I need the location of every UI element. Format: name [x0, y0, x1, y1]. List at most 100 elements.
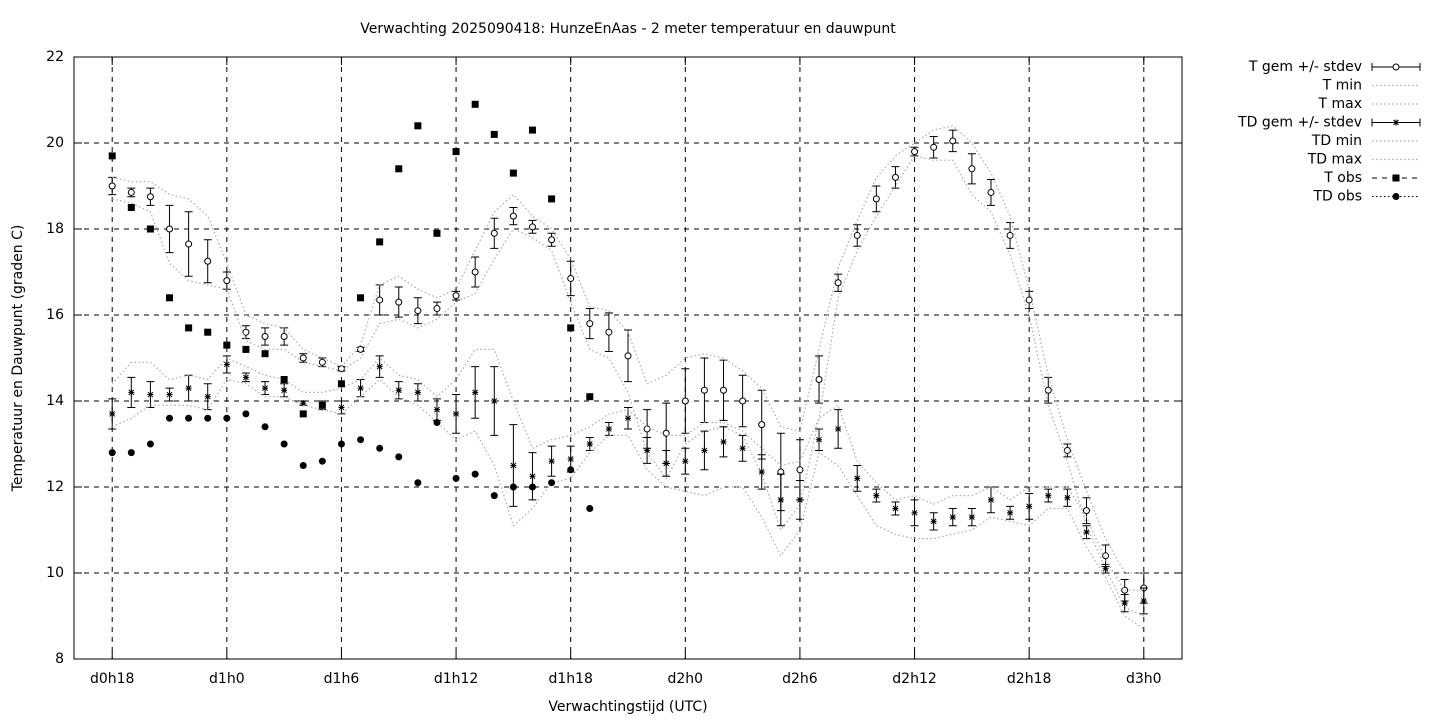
marker — [261, 333, 269, 340]
marker — [299, 354, 307, 362]
marker — [987, 188, 995, 196]
marker — [1083, 529, 1090, 536]
marker — [968, 165, 976, 173]
marker — [891, 173, 899, 181]
range-line — [111, 348, 1144, 591]
marker — [376, 363, 383, 370]
marker — [262, 385, 269, 392]
marker — [185, 324, 193, 332]
marker — [625, 415, 631, 422]
legend-label: TD gem +/- stdev — [1237, 115, 1362, 131]
marker — [318, 401, 326, 409]
x-axis-label: Verwachtingstijd (UTC) — [548, 699, 707, 715]
x-tick-label: d2h6 — [782, 671, 818, 687]
marker — [1044, 386, 1052, 394]
marker — [853, 231, 861, 239]
marker — [318, 457, 326, 465]
marker — [1064, 494, 1071, 501]
marker — [414, 307, 422, 315]
marker — [605, 328, 613, 336]
legend-label: TD obs — [1312, 189, 1362, 205]
y-tick-label: 10 — [46, 565, 64, 581]
marker — [682, 458, 689, 465]
marker — [281, 387, 288, 394]
legend-label: T max — [1317, 96, 1362, 112]
marker — [223, 277, 231, 285]
marker — [796, 496, 803, 503]
marker — [1121, 586, 1129, 594]
marker — [643, 425, 651, 433]
plot-border — [73, 56, 1183, 660]
marker — [338, 404, 345, 411]
marker — [816, 436, 823, 443]
marker — [108, 152, 116, 160]
legend-marker — [1392, 193, 1400, 200]
x-tick-label: d1h6 — [324, 671, 360, 687]
marker — [949, 514, 956, 521]
marker — [376, 296, 384, 304]
marker — [204, 257, 212, 265]
marker — [720, 386, 728, 394]
y-tick-label: 14 — [46, 393, 64, 409]
legend-label: T min — [1322, 78, 1362, 94]
marker — [529, 473, 536, 480]
marker — [146, 225, 154, 233]
marker — [433, 419, 441, 426]
marker — [567, 456, 574, 463]
marker — [280, 333, 288, 340]
marker — [357, 436, 365, 444]
marker — [567, 466, 575, 474]
marker — [700, 386, 708, 394]
marker — [739, 397, 747, 405]
marker — [318, 358, 326, 366]
marker — [395, 165, 403, 173]
marker — [509, 212, 517, 220]
marker — [509, 483, 517, 491]
marker — [357, 385, 364, 392]
marker — [911, 509, 918, 516]
y-tick-label: 16 — [46, 307, 64, 323]
marker — [968, 514, 975, 521]
marker — [548, 195, 556, 203]
x-tick-label: d2h12 — [892, 671, 936, 687]
marker — [872, 195, 880, 203]
marker — [1102, 552, 1110, 560]
marker — [605, 425, 612, 432]
marker — [701, 447, 708, 454]
marker — [987, 496, 994, 503]
marker — [892, 505, 899, 512]
marker — [337, 380, 345, 388]
marker — [758, 468, 765, 475]
marker — [490, 229, 498, 237]
marker — [548, 479, 556, 487]
x-tick-label: d1h12 — [434, 671, 478, 687]
marker — [1006, 231, 1014, 239]
marker — [127, 204, 135, 211]
marker — [586, 505, 594, 512]
marker — [548, 236, 556, 244]
marker — [223, 341, 231, 349]
marker — [624, 352, 632, 360]
marker — [433, 229, 441, 237]
marker — [166, 294, 174, 302]
marker — [452, 292, 460, 300]
marker — [1102, 565, 1109, 572]
marker — [452, 148, 460, 156]
legend-label: TD min — [1311, 133, 1362, 149]
y-tick-label: 8 — [55, 651, 64, 667]
marker — [242, 345, 250, 353]
marker — [376, 444, 384, 452]
marker — [796, 466, 804, 474]
marker — [146, 440, 154, 448]
marker — [491, 398, 498, 404]
marker — [1045, 492, 1052, 499]
marker — [280, 376, 288, 383]
marker — [395, 298, 403, 306]
legend-marker — [1393, 119, 1399, 126]
marker — [242, 410, 250, 418]
marker — [586, 441, 593, 447]
marker — [299, 410, 307, 418]
marker — [166, 414, 174, 422]
marker — [166, 225, 174, 233]
marker — [357, 294, 365, 302]
